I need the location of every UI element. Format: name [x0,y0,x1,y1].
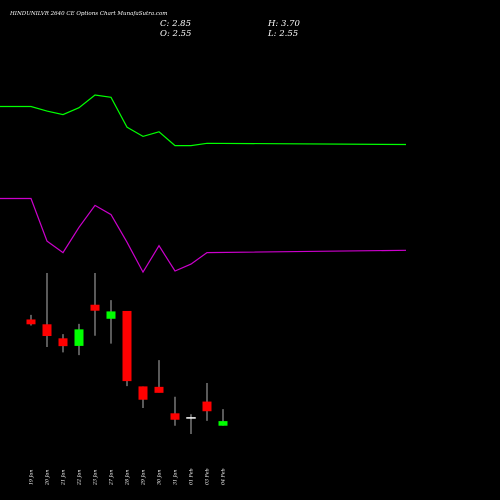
candle-body [90,304,100,311]
candle-body [122,310,132,382]
x-tick-label: 31 Jan [173,469,179,485]
candle [138,386,148,409]
candle-body [186,417,196,419]
candle-body [26,319,36,325]
indicator-line-1 [0,94,407,147]
chart-title: HINDUNILVR 2640 CE Options Chart MunafaS… [9,11,168,17]
x-tick-label: 20 Jan [45,469,51,486]
open-value: O: 2.55 [160,29,191,39]
candle-body [58,338,68,347]
candle [26,314,36,326]
candle [74,323,84,356]
candle-body [74,329,84,346]
indicator-lines [0,94,407,274]
candle-body [106,311,116,319]
candle-body [170,413,180,420]
indicator-line-2 [0,197,407,274]
x-tick-label: 22 Jan [77,469,83,486]
candles [26,273,228,434]
candle [106,300,116,344]
candle-body [154,386,164,393]
candle [218,409,228,426]
x-tick-label: 23 Jan [93,469,99,486]
candle-body [138,386,148,400]
candle [122,310,132,387]
x-tick-label: 21 Jan [61,469,67,486]
low-value: L: 2.55 [267,29,298,39]
x-tick-label: 19 Jan [29,469,35,485]
x-tick-label: 01 Feb [189,468,195,485]
candle [58,334,68,353]
x-axis-labels: 19 Jan 20 Jan 21 Jan 22 Jan 23 Jan 27 Jan 28 J… [29,468,227,486]
candle-body [202,401,212,412]
x-tick-label: 03 Feb [205,468,211,485]
close-value: C: 2.85 [160,19,191,29]
x-tick-label: 27 Jan [109,469,115,486]
candle-body [42,324,52,337]
x-tick-label: 04 Feb [221,468,227,485]
candle [154,360,164,393]
x-tick-label: 30 Jan [157,469,163,485]
high-value: H: 3.70 [267,19,300,29]
candle [186,414,196,434]
candle-body [218,421,228,426]
candle [202,382,212,421]
x-tick-label: 29 Jan [141,469,147,486]
candle [90,273,100,336]
candle [42,273,52,348]
candle [170,396,180,426]
x-tick-label: 28 Jan [125,469,131,486]
